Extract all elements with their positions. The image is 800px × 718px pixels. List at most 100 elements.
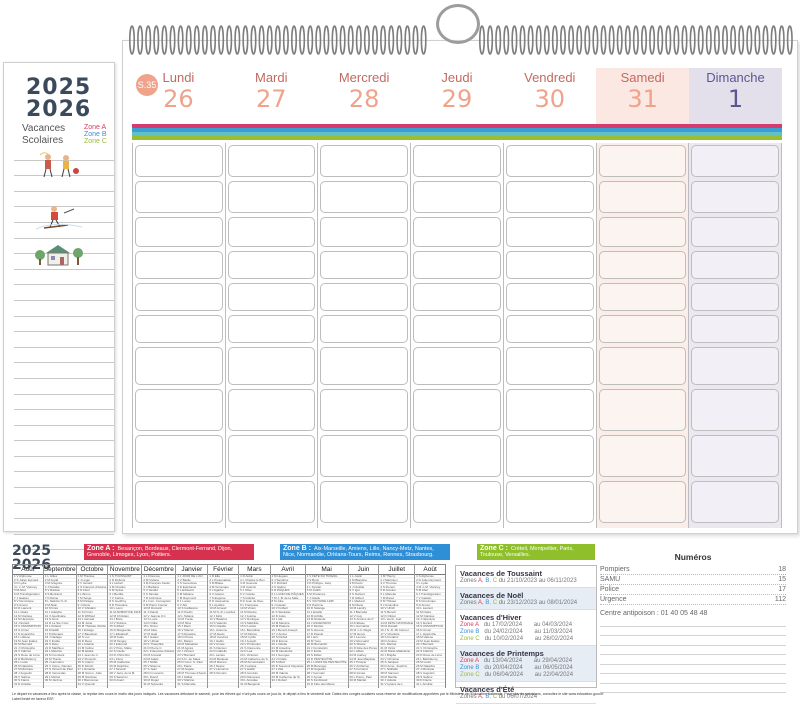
day-slot[interactable] [691,315,780,343]
day-slot[interactable] [135,481,223,523]
day-slot[interactable] [320,181,409,213]
day-slot[interactable] [135,283,223,311]
day-slot[interactable] [691,389,780,431]
day-slot[interactable] [135,389,223,431]
month-column: Septembre 1 L Gilles 2 M Ingrid 3 M Grégo… [43,565,77,688]
day-slot[interactable] [505,283,594,311]
day-slot[interactable] [135,435,223,477]
day-slot[interactable] [598,315,687,343]
holiday-row-line [14,192,114,208]
day-slot[interactable] [227,283,316,311]
day-slot[interactable] [320,389,409,431]
phone-number-row: Urgence 112 [600,595,786,605]
day-slot[interactable] [691,347,780,385]
school-holidays-box: Vacances de Toussaint Zones A, B, C du 21… [455,565,597,704]
day-slot[interactable] [505,217,594,247]
date-range: du 13/04/2024 au 29/04/2024 [478,658,573,664]
day-slot[interactable] [320,315,409,343]
day-slot[interactable] [598,145,687,177]
day-slot[interactable] [505,389,594,431]
zone-tag: A [476,694,483,700]
day-slot[interactable] [691,435,780,477]
date-range: du 23/12/2023 au 08/01/2024 [497,600,578,606]
numbers-title: Numéros [674,552,712,562]
service-number: 112 [774,596,786,603]
day-slot[interactable] [227,145,316,177]
day-slot[interactable] [135,347,223,385]
day-slot[interactable] [598,217,687,247]
holiday-row-line [14,488,114,504]
day-slot[interactable] [598,181,687,213]
day-slot[interactable] [227,181,316,213]
day-slot[interactable] [505,315,594,343]
day-slot[interactable] [320,481,409,523]
day-slot[interactable] [135,181,223,213]
day-slot[interactable] [413,481,501,523]
day-slot[interactable] [320,145,409,177]
day-slot[interactable] [505,481,594,523]
calendar-grid [132,143,783,528]
day-slot[interactable] [135,251,223,279]
week-number-badge: S.35 [136,74,158,96]
day-slot[interactable] [227,347,316,385]
day-slot[interactable] [413,145,501,177]
day-slot[interactable] [413,217,501,247]
day-slot[interactable] [598,347,687,385]
day-slot[interactable] [691,217,780,247]
day-slot[interactable] [598,283,687,311]
day-slot[interactable] [227,217,316,247]
day-slot[interactable] [413,435,501,477]
day-slot[interactable] [413,283,501,311]
day-slot[interactable] [413,181,501,213]
day-slot[interactable] [691,283,780,311]
month-day-list: 1 M Thierry 2 J Martinien 3 V Thomas 4 S… [380,575,414,686]
zone-tag: Zones [460,578,477,584]
day-slot[interactable] [691,181,780,213]
day-slot[interactable] [505,435,594,477]
day-slot[interactable] [413,251,501,279]
day-slot[interactable] [691,251,780,279]
column-wednesday [317,143,410,528]
month-name: Août [415,565,445,575]
holiday-dates: Zone A du 17/02/2024 au 04/03/2024 [460,622,592,629]
day-slot[interactable] [413,347,501,385]
day-slot[interactable] [135,217,223,247]
day-saturday: Samedi 31 [596,68,690,126]
day-slot[interactable] [135,315,223,343]
day-slot[interactable] [598,389,687,431]
day-slot[interactable] [227,481,316,523]
day-slot[interactable] [227,315,316,343]
column-thursday [410,143,503,528]
day-slot[interactable] [691,145,780,177]
month-column: Octobre 1 M Thérèse 2 J Léger 3 V Gérard … [76,565,109,688]
date-range: du 20/04/2024 au 06/05/2024 [479,665,573,671]
day-slot[interactable] [691,481,780,523]
holiday-row-line [14,550,114,567]
day-slot[interactable] [320,435,409,477]
month-column: Mars 1 D Aubin 2 L Charles le Bon 3 M Gué… [239,565,271,688]
day-slot[interactable] [413,389,501,431]
day-slot[interactable] [598,251,687,279]
day-slot[interactable] [227,435,316,477]
day-slot[interactable] [505,347,594,385]
day-slot[interactable] [227,389,316,431]
day-slot[interactable] [505,181,594,213]
day-slot[interactable] [320,283,409,311]
zone-tag: Zone A [460,658,479,664]
day-slot[interactable] [598,481,687,523]
day-slot[interactable] [227,251,316,279]
day-slot[interactable] [598,435,687,477]
month-day-list: 1 L Florence 2 M Viviane 3 M François-Xa… [143,575,175,686]
day-slot[interactable] [320,347,409,385]
day-slot[interactable] [505,145,594,177]
column-saturday [595,143,689,528]
date-range: du 24/02/2024 au 11/03/2024 [479,629,573,635]
day-friday: Vendredi 30 [503,68,596,126]
day-slot[interactable] [413,315,501,343]
month-day-list: 1 S Alphonse 2 D Julien Eymard 3 L Lydie… [416,575,443,686]
date-range: du 10/02/2024 au 26/02/2024 [479,636,574,642]
day-slot[interactable] [135,145,223,177]
day-slot[interactable] [320,251,409,279]
day-slot[interactable] [505,251,594,279]
day-slot[interactable] [320,217,409,247]
